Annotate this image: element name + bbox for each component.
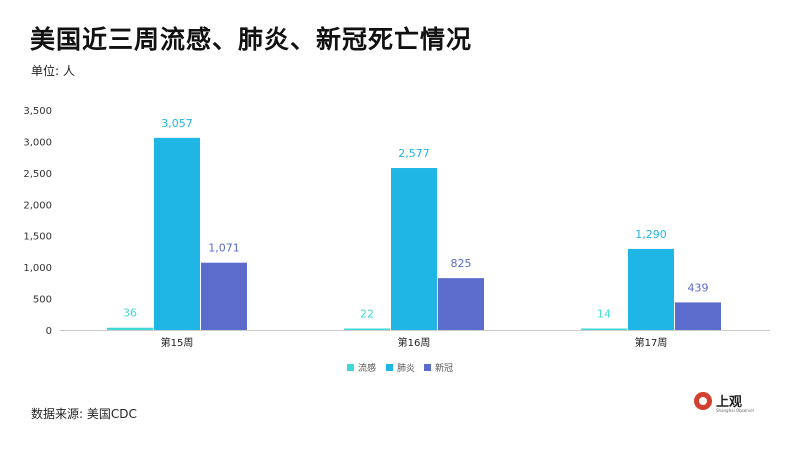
data-label: 3,057: [161, 117, 193, 130]
x-tick-label: 第15周: [161, 336, 194, 349]
bar-流感-第17周: [581, 328, 627, 330]
data-label: 22: [360, 308, 374, 321]
chart-title: 美国近三周流感、肺炎、新冠死亡情况: [30, 25, 473, 54]
bar-流感-第15周: [107, 327, 153, 330]
data-label: 2,577: [398, 147, 430, 160]
y-tick-label: 1,000: [23, 263, 52, 274]
bar-新冠-第15周: [201, 262, 247, 330]
unit-label: 单位: 人: [31, 64, 75, 78]
legend-swatch-流感: [347, 364, 354, 371]
data-label: 439: [688, 281, 709, 294]
legend-swatch-新冠: [424, 364, 431, 371]
y-tick-label: 0: [46, 326, 52, 337]
bar-肺炎-第17周: [628, 248, 674, 330]
logo-subtitle: Shanghai Observer: [716, 408, 755, 413]
bar-chart: 0 500 1,000 1,500 2,000 2,500 3,000 3,500 36 22 14…: [23, 106, 770, 374]
legend-swatch-肺炎: [386, 364, 393, 371]
x-tick-label: 第16周: [398, 336, 431, 349]
logo-name: 上观: [716, 395, 743, 410]
legend-label: 流感: [358, 362, 376, 374]
legend-label: 新冠: [435, 362, 453, 374]
data-label: 1,290: [635, 228, 667, 241]
y-tick-label: 3,000: [23, 137, 52, 148]
x-tick-label: 第17周: [635, 336, 668, 349]
brand-logo: 上观 Shanghai Observer: [694, 391, 754, 415]
y-tick-label: 1,500: [23, 232, 52, 243]
bar-新冠-第17周: [675, 302, 721, 330]
data-label: 14: [597, 308, 611, 321]
bar-流感-第16周: [344, 328, 390, 330]
data-label: 36: [123, 307, 137, 320]
bar-肺炎-第15周: [154, 137, 200, 330]
y-tick-label: 2,000: [23, 200, 52, 211]
y-tick-label: 500: [33, 295, 52, 306]
source-label: 数据来源: 美国CDC: [31, 407, 137, 421]
bar-新冠-第16周: [438, 278, 484, 330]
legend-label: 肺炎: [397, 363, 415, 374]
y-tick-label: 2,500: [23, 169, 52, 180]
y-tick-label: 3,500: [23, 106, 52, 117]
data-label: 825: [451, 257, 472, 270]
data-label: 1,071: [208, 242, 240, 255]
bar-肺炎-第16周: [391, 168, 437, 330]
logo-icon: [694, 392, 712, 410]
